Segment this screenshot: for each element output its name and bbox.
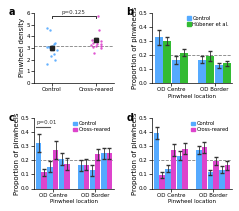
Bar <box>64 164 70 188</box>
Point <box>49 54 53 58</box>
Point <box>45 26 49 30</box>
Bar <box>202 147 207 188</box>
Point <box>50 44 54 47</box>
Point <box>53 58 57 61</box>
Point <box>94 37 98 40</box>
Bar <box>165 169 171 188</box>
Bar <box>213 161 219 188</box>
Bar <box>198 60 206 83</box>
Bar <box>159 175 165 188</box>
Bar <box>208 172 213 188</box>
Bar <box>36 143 41 188</box>
Y-axis label: Proportion of pinwheels: Proportion of pinwheels <box>14 112 20 195</box>
Point <box>96 15 100 18</box>
Bar <box>172 60 180 83</box>
Point <box>53 42 57 45</box>
Point <box>91 45 95 49</box>
Y-axis label: Pinwheel density: Pinwheel density <box>19 18 25 77</box>
Bar <box>163 41 171 83</box>
Text: b: b <box>126 7 134 17</box>
Bar <box>196 150 202 188</box>
Bar <box>215 65 223 83</box>
Point <box>99 44 103 47</box>
Point <box>91 42 95 45</box>
Text: p=0.125: p=0.125 <box>62 10 86 15</box>
Bar <box>154 133 159 188</box>
Point <box>89 43 93 47</box>
Bar <box>53 150 58 188</box>
X-axis label: Pinwheel location: Pinwheel location <box>50 199 98 204</box>
Legend: Control, Cross-reared: Control, Cross-reared <box>72 121 111 133</box>
Point <box>94 45 98 48</box>
Point <box>52 52 56 55</box>
Point <box>47 45 51 49</box>
Point <box>95 40 98 44</box>
Point <box>49 29 52 32</box>
Point <box>55 49 59 52</box>
Point <box>99 46 103 50</box>
Point <box>50 47 54 51</box>
Bar <box>107 153 112 188</box>
Bar <box>182 149 188 188</box>
Bar <box>83 165 89 188</box>
Point <box>95 43 99 46</box>
Bar <box>47 167 53 188</box>
Legend: Control, Cross-reared: Control, Cross-reared <box>190 121 229 133</box>
Point <box>99 42 103 46</box>
Bar <box>95 154 100 188</box>
X-axis label: Pinwheel location: Pinwheel location <box>168 93 216 99</box>
Point <box>45 63 49 66</box>
Point <box>90 38 94 41</box>
Point <box>99 39 103 43</box>
Bar <box>155 37 163 83</box>
Text: p=0.01: p=0.01 <box>36 120 57 126</box>
Bar <box>41 172 47 188</box>
Bar <box>78 165 83 188</box>
Bar <box>219 170 225 188</box>
Bar <box>177 156 182 188</box>
Y-axis label: Proportion of pinwheels: Proportion of pinwheels <box>132 112 138 195</box>
Point <box>50 46 54 50</box>
Bar <box>223 63 231 83</box>
Point <box>92 51 96 54</box>
Point <box>97 29 101 32</box>
Bar <box>90 170 95 188</box>
Bar <box>206 56 214 83</box>
Y-axis label: Proportion of pinwheels: Proportion of pinwheels <box>132 7 138 89</box>
Bar <box>225 165 230 188</box>
X-axis label: Pinwheel location: Pinwheel location <box>168 199 216 204</box>
Bar <box>59 159 64 188</box>
Legend: Control, Hübener et al.: Control, Hübener et al. <box>186 15 229 27</box>
Text: a: a <box>8 7 15 17</box>
Point <box>52 43 55 46</box>
Bar <box>171 150 176 188</box>
Bar <box>180 53 188 83</box>
Text: c: c <box>8 113 14 123</box>
Bar <box>101 153 107 188</box>
Point <box>45 46 49 49</box>
Text: d: d <box>126 113 133 123</box>
